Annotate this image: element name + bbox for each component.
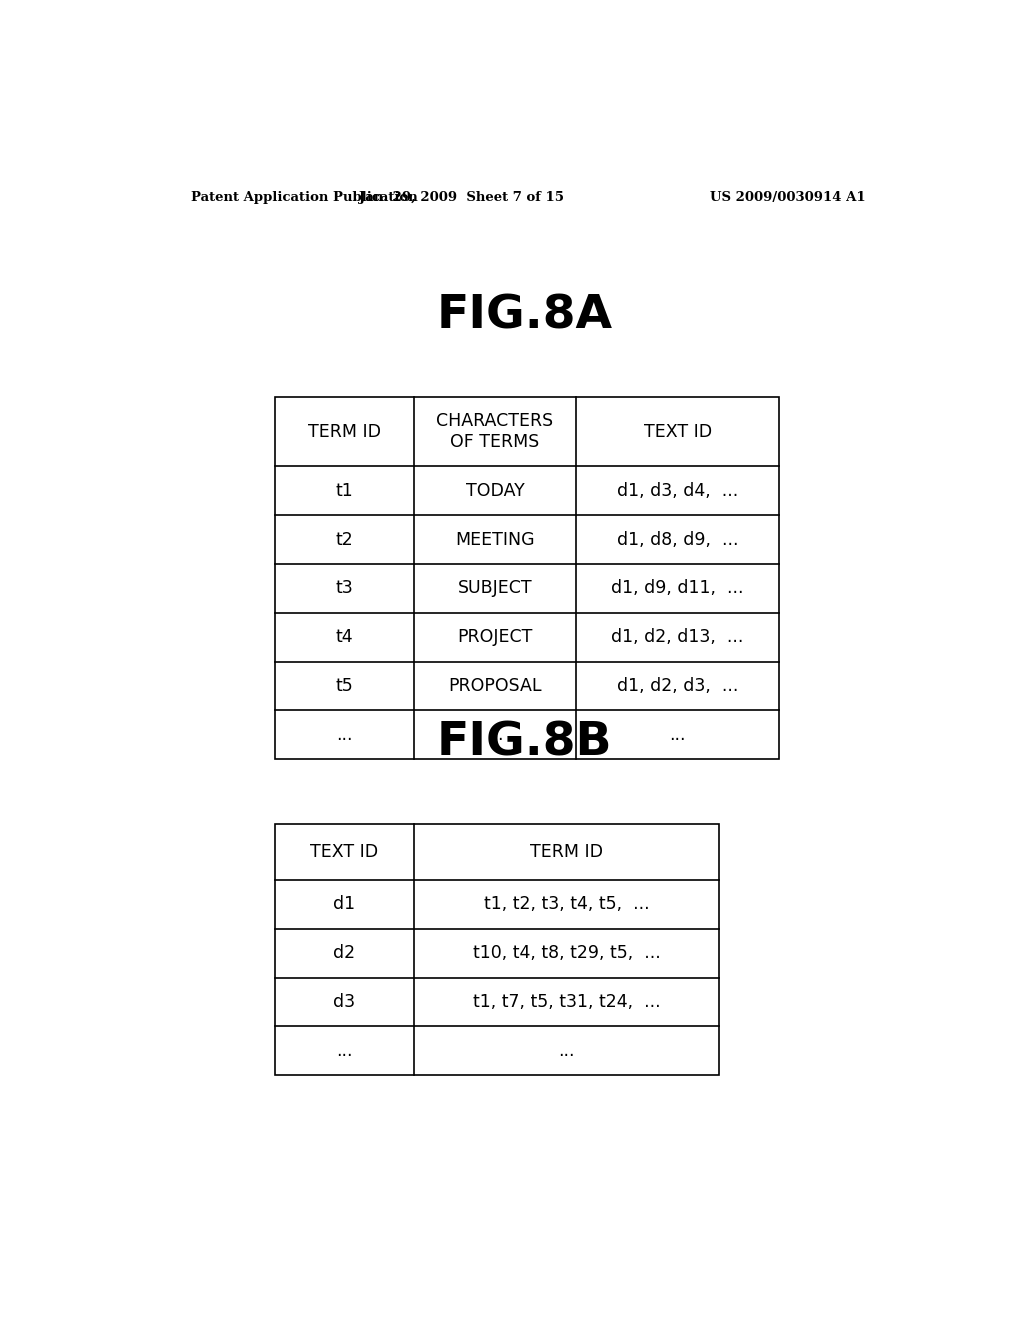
Text: FIG.8B: FIG.8B <box>437 721 612 766</box>
Text: t1: t1 <box>336 482 353 500</box>
Text: d1, d9, d11,  ...: d1, d9, d11, ... <box>611 579 743 598</box>
Text: SUBJECT: SUBJECT <box>458 579 532 598</box>
Text: d1, d3, d4,  ...: d1, d3, d4, ... <box>616 482 738 500</box>
Text: Patent Application Publication: Patent Application Publication <box>191 190 418 203</box>
Text: MEETING: MEETING <box>456 531 535 549</box>
Text: TERM ID: TERM ID <box>308 422 381 441</box>
Text: d3: d3 <box>333 993 355 1011</box>
Text: ...: ... <box>336 1041 352 1060</box>
Text: d1, d2, d3,  ...: d1, d2, d3, ... <box>616 677 738 694</box>
Text: TERM ID: TERM ID <box>530 843 603 861</box>
Text: Jan. 29, 2009  Sheet 7 of 15: Jan. 29, 2009 Sheet 7 of 15 <box>358 190 564 203</box>
Text: d1, d8, d9,  ...: d1, d8, d9, ... <box>616 531 738 549</box>
Text: PROJECT: PROJECT <box>458 628 532 645</box>
Text: d2: d2 <box>333 944 355 962</box>
Text: ...: ... <box>558 1041 574 1060</box>
Text: t10, t4, t8, t29, t5,  ...: t10, t4, t8, t29, t5, ... <box>473 944 660 962</box>
Text: t3: t3 <box>336 579 353 598</box>
Text: d1, d2, d13,  ...: d1, d2, d13, ... <box>611 628 743 645</box>
Text: FIG.8A: FIG.8A <box>437 293 612 338</box>
Text: US 2009/0030914 A1: US 2009/0030914 A1 <box>711 190 866 203</box>
Text: ...: ... <box>486 726 503 743</box>
Text: PROPOSAL: PROPOSAL <box>449 677 542 694</box>
Bar <box>274 397 779 759</box>
Text: t1, t7, t5, t31, t24,  ...: t1, t7, t5, t31, t24, ... <box>473 993 660 1011</box>
Text: t1, t2, t3, t4, t5,  ...: t1, t2, t3, t4, t5, ... <box>483 895 649 913</box>
Bar <box>274 824 719 1076</box>
Text: d1: d1 <box>333 895 355 913</box>
Text: t2: t2 <box>336 531 353 549</box>
Text: t4: t4 <box>336 628 353 645</box>
Text: ...: ... <box>336 726 352 743</box>
Text: TEXT ID: TEXT ID <box>643 422 712 441</box>
Text: TODAY: TODAY <box>466 482 524 500</box>
Text: CHARACTERS
OF TERMS: CHARACTERS OF TERMS <box>436 412 554 451</box>
Text: TEXT ID: TEXT ID <box>310 843 378 861</box>
Text: ...: ... <box>670 726 686 743</box>
Text: t5: t5 <box>336 677 353 694</box>
